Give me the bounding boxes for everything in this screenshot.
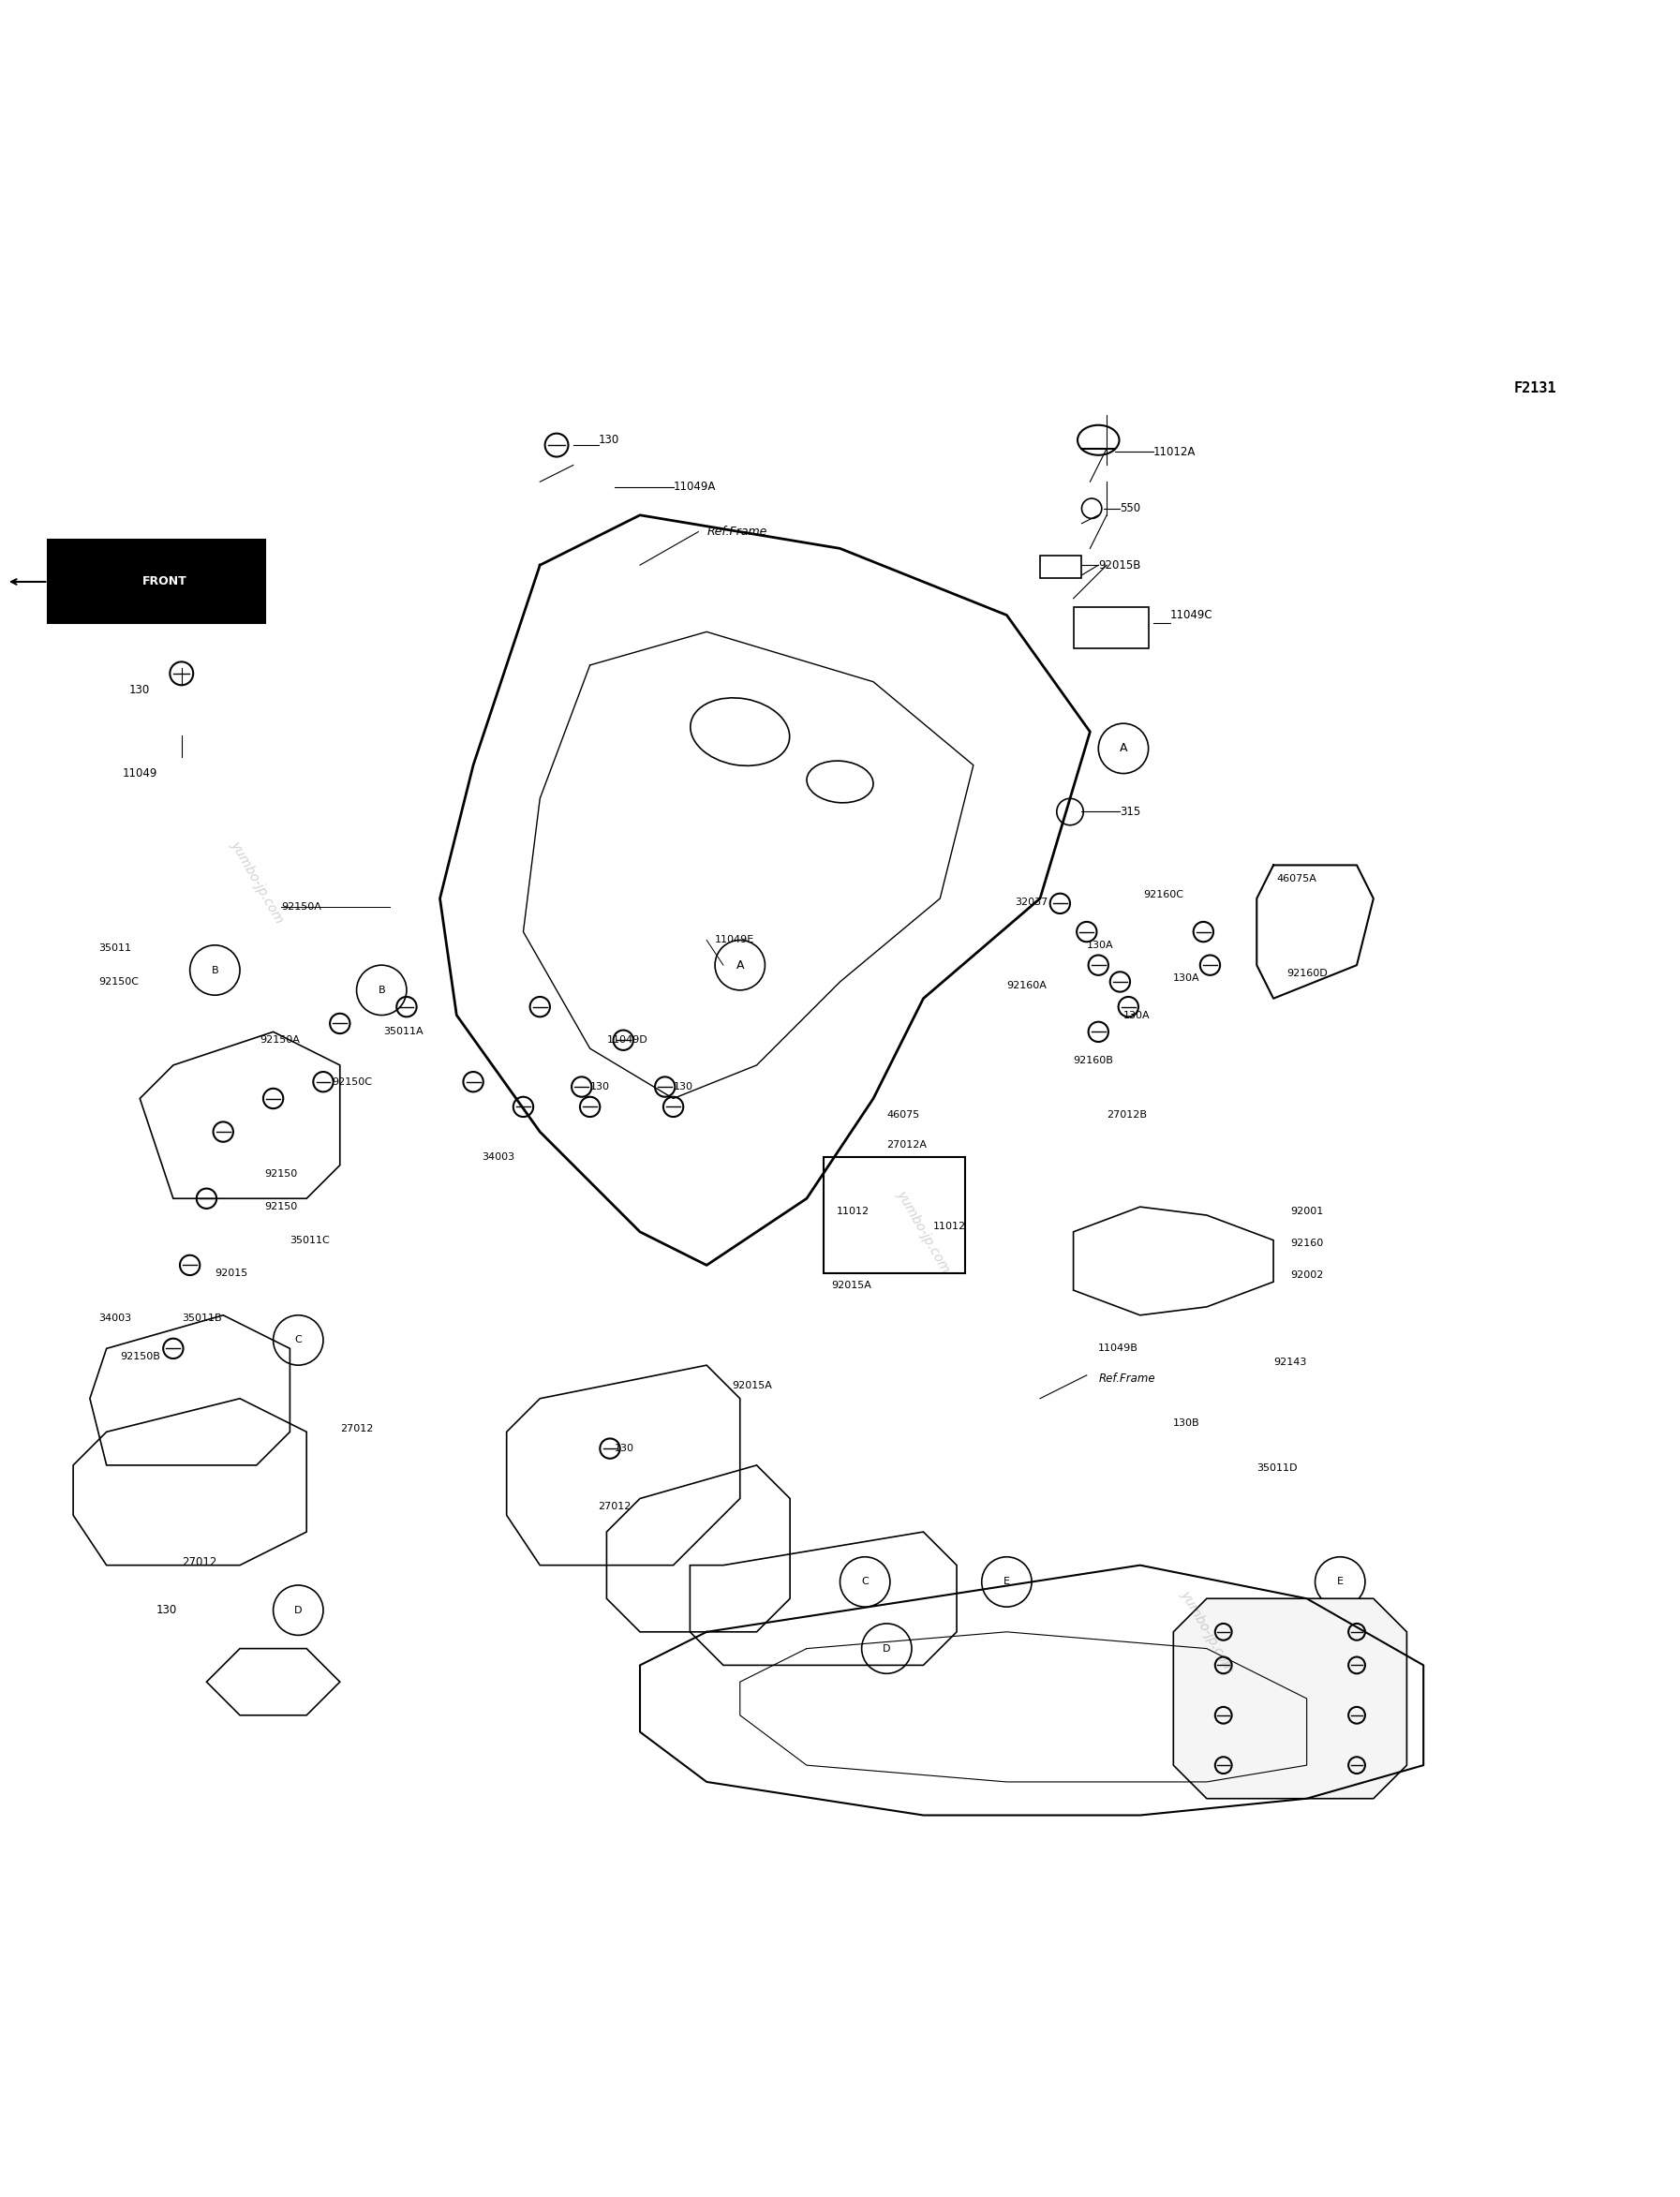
Text: 46075A: 46075A xyxy=(1277,874,1317,883)
Bar xyxy=(1074,606,1149,648)
Text: 34003: 34003 xyxy=(482,1151,514,1162)
Text: 130A: 130A xyxy=(1124,1011,1151,1019)
Text: 11012: 11012 xyxy=(837,1206,870,1217)
Text: 130A: 130A xyxy=(1173,973,1200,984)
Text: E: E xyxy=(1337,1577,1344,1586)
Text: 92160B: 92160B xyxy=(1074,1055,1114,1066)
Text: A: A xyxy=(736,960,744,971)
Text: 35011A: 35011A xyxy=(383,1028,423,1037)
Text: 11049D: 11049D xyxy=(606,1035,647,1046)
Text: 92150C: 92150C xyxy=(331,1077,371,1088)
Text: 11049E: 11049E xyxy=(716,936,754,945)
Text: 92160C: 92160C xyxy=(1144,890,1184,901)
Text: 92160A: 92160A xyxy=(1006,980,1047,991)
Text: 27012A: 27012A xyxy=(887,1140,927,1149)
Text: 130: 130 xyxy=(156,1604,178,1617)
Text: 46075: 46075 xyxy=(887,1109,919,1120)
Text: 32037: 32037 xyxy=(1015,896,1048,907)
Text: yumbo-jp.com: yumbo-jp.com xyxy=(227,839,286,925)
Text: D: D xyxy=(294,1606,302,1615)
Text: B: B xyxy=(212,964,218,975)
Text: 11049B: 11049B xyxy=(1099,1345,1139,1353)
Text: 35011: 35011 xyxy=(97,945,131,953)
Text: FRONT: FRONT xyxy=(143,576,186,589)
Text: 92002: 92002 xyxy=(1290,1270,1324,1281)
Text: C: C xyxy=(294,1336,302,1345)
Text: E: E xyxy=(1003,1577,1010,1586)
Text: 92160D: 92160D xyxy=(1287,969,1327,978)
Text: yumbo-jp.com: yumbo-jp.com xyxy=(1178,1588,1236,1676)
Text: D: D xyxy=(882,1643,890,1652)
FancyArrowPatch shape xyxy=(12,580,45,584)
Text: 92150A: 92150A xyxy=(260,1035,301,1046)
Text: 550: 550 xyxy=(1121,503,1141,514)
Text: 11012A: 11012A xyxy=(1154,446,1196,457)
Text: 130A: 130A xyxy=(1087,940,1114,949)
Text: 92150A: 92150A xyxy=(282,903,323,912)
Text: 92150: 92150 xyxy=(265,1202,297,1211)
Text: 130: 130 xyxy=(590,1083,610,1092)
Text: 92015A: 92015A xyxy=(732,1380,771,1391)
Text: 92015: 92015 xyxy=(215,1270,249,1279)
Text: 130: 130 xyxy=(598,435,620,446)
Text: 315: 315 xyxy=(1121,806,1141,817)
Text: 35011C: 35011C xyxy=(291,1235,329,1246)
Text: 11049: 11049 xyxy=(123,767,158,780)
Text: yumbo-jp.com: yumbo-jp.com xyxy=(894,1189,953,1276)
Text: 27012: 27012 xyxy=(598,1503,632,1512)
Text: 27012: 27012 xyxy=(181,1555,217,1569)
Text: 11049A: 11049A xyxy=(674,481,716,492)
Text: 92015B: 92015B xyxy=(1099,558,1141,571)
Text: B: B xyxy=(378,986,385,995)
Text: 35011D: 35011D xyxy=(1257,1463,1297,1474)
Text: 92143: 92143 xyxy=(1273,1358,1307,1367)
Text: 34003: 34003 xyxy=(97,1314,131,1323)
Text: Ref.Frame: Ref.Frame xyxy=(1099,1373,1156,1384)
Text: 11049C: 11049C xyxy=(1169,609,1213,622)
Bar xyxy=(823,1158,964,1274)
Text: 130: 130 xyxy=(615,1443,635,1452)
FancyBboxPatch shape xyxy=(49,540,265,624)
Text: 92001: 92001 xyxy=(1290,1206,1324,1217)
Text: 92015A: 92015A xyxy=(832,1281,872,1290)
Text: 35011B: 35011B xyxy=(181,1314,222,1323)
Text: 92150C: 92150C xyxy=(97,978,138,986)
Text: 130: 130 xyxy=(129,683,150,696)
Text: 11012: 11012 xyxy=(934,1222,966,1233)
Text: 92150B: 92150B xyxy=(119,1351,160,1362)
Text: 27012B: 27012B xyxy=(1107,1109,1147,1120)
Text: 130B: 130B xyxy=(1173,1419,1200,1428)
Text: 92160: 92160 xyxy=(1290,1239,1324,1248)
Text: F2131: F2131 xyxy=(1514,382,1557,395)
Text: Ref.Frame: Ref.Frame xyxy=(707,525,768,538)
Text: C: C xyxy=(862,1577,869,1586)
Text: A: A xyxy=(1119,743,1127,754)
Text: 27012: 27012 xyxy=(339,1424,373,1432)
Polygon shape xyxy=(1173,1599,1406,1799)
Text: 130: 130 xyxy=(674,1083,692,1092)
Bar xyxy=(1040,556,1082,578)
Text: 92150: 92150 xyxy=(265,1169,297,1178)
